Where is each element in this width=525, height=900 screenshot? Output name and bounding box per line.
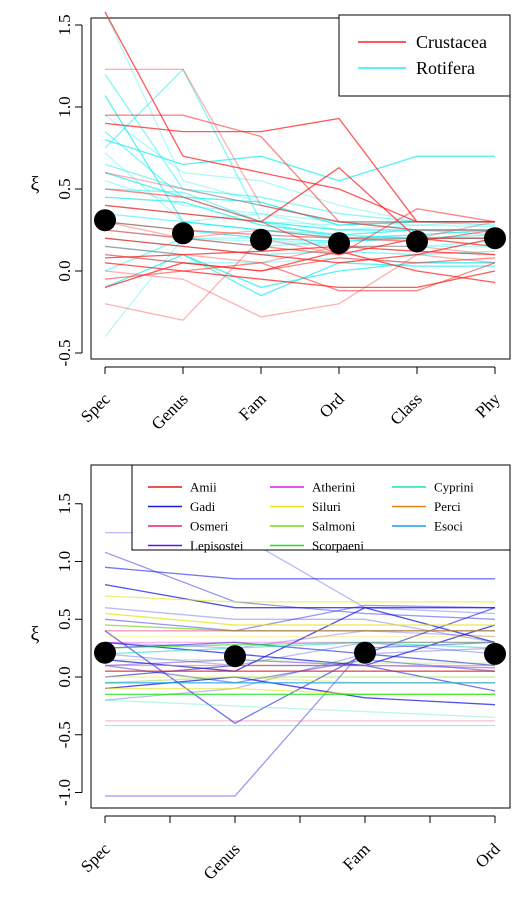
- y-tick-label: 0.5: [55, 178, 74, 199]
- series-line: [104, 624, 495, 632]
- traces-bottom: [94, 531, 506, 797]
- y-axis-top: -0.5 0.0 0.5 1.0 1.5: [55, 14, 83, 367]
- series-line: [105, 68, 495, 231]
- legend-label: Osmeri: [190, 519, 229, 534]
- plot-frame-top: [90, 17, 511, 360]
- legend-label: Esoci: [434, 519, 463, 534]
- legend-box-bottom: [131, 464, 511, 551]
- mean-point: [94, 209, 116, 232]
- series-line: [104, 641, 496, 667]
- legend-label: Atherini: [312, 480, 356, 495]
- x-tick-label: Ord: [316, 389, 348, 421]
- series-line: [105, 687, 495, 695]
- series-line: [105, 659, 495, 664]
- mean-point: [484, 642, 506, 665]
- mean-point: [354, 641, 376, 664]
- legend-label: Crustacea: [416, 32, 487, 52]
- x-tick-label: Ord: [472, 839, 504, 871]
- series-line: [104, 604, 496, 632]
- series-line: [104, 583, 495, 609]
- x-tick-label: Genus: [200, 839, 244, 883]
- legend-label: Lepisostei: [190, 538, 244, 553]
- y-tick-label: 0.5: [55, 609, 74, 630]
- mean-point: [406, 230, 428, 253]
- series-line: [104, 73, 496, 226]
- panel-top: -0.5 0.0 0.5 1.0 1.5 Spec Genus Fam Ord Class Phy…: [31, 11, 511, 434]
- series-line: [104, 196, 495, 236]
- series-line: [104, 245, 496, 259]
- y-tick-label: 1.0: [55, 96, 74, 117]
- series-line: [104, 250, 496, 289]
- y-tick-label: 1.5: [55, 14, 74, 35]
- series-line: [104, 659, 496, 669]
- y-tick-label: 1.5: [55, 493, 74, 514]
- y-tick-label: 0.0: [55, 260, 74, 281]
- y-tick-label: -0.5: [55, 340, 74, 367]
- panel-bottom: -1.0 -0.5 0.0 0.5 1.0 1.5 Spec Genus Fam Ord ξ A…: [31, 464, 511, 884]
- y-tick-label: 0.0: [55, 666, 74, 687]
- series-line: [104, 647, 496, 701]
- series-line: [104, 676, 495, 684]
- legend-box-top: [338, 14, 511, 97]
- mean-point: [172, 222, 194, 245]
- x-axis-bottom: Spec Genus Fam Ord: [77, 815, 504, 884]
- series-line: [104, 95, 496, 239]
- legend-label: Amii: [190, 480, 217, 495]
- series-line: [104, 152, 496, 226]
- legend-label: Perci: [434, 499, 461, 514]
- legend-label: Salmoni: [312, 519, 356, 534]
- legend-label: Rotifera: [416, 58, 475, 78]
- mean-point: [94, 641, 116, 664]
- y-axis-label-bottom: ξ: [31, 623, 40, 645]
- x-tick-label: Fam: [339, 839, 374, 874]
- x-tick-label: Spec: [77, 839, 114, 876]
- series-line: [104, 262, 496, 292]
- series-line: [104, 551, 496, 620]
- series-line: [104, 566, 495, 580]
- mean-point: [224, 645, 246, 668]
- series-line: [104, 253, 496, 318]
- series-line: [104, 253, 495, 289]
- y-tick-label: -1.0: [55, 779, 74, 806]
- traces-top: [94, 11, 506, 338]
- series-line: [104, 221, 496, 239]
- series-line: [104, 221, 496, 243]
- legend-label: Scorpaeni: [312, 538, 364, 553]
- series-line: [104, 262, 496, 289]
- series-line: [104, 166, 495, 239]
- series-line: [104, 641, 495, 649]
- legend-top: Crustacea Rotifera: [338, 14, 511, 97]
- series-line: [104, 595, 495, 603]
- series-line: [104, 699, 496, 719]
- mean-point: [250, 228, 272, 251]
- x-tick-label: Genus: [148, 389, 192, 433]
- x-tick-label: Spec: [77, 389, 114, 426]
- y-axis-label-top: ξ: [31, 173, 40, 195]
- y-tick-label: 1.0: [55, 551, 74, 572]
- legend-bottom: Amii Gadi Osmeri Lepisostei Atherini Siluri Sa…: [131, 464, 511, 553]
- legend-label: Siluri: [312, 499, 341, 514]
- mean-point: [328, 232, 350, 255]
- x-tick-label: Class: [386, 389, 425, 428]
- series-line: [104, 139, 495, 182]
- series-line: [104, 641, 496, 667]
- legend-label: Gadi: [190, 499, 216, 514]
- series-line: [104, 68, 495, 231]
- series-line: [104, 117, 495, 223]
- series-line: [104, 641, 496, 655]
- series-line: [104, 630, 496, 649]
- x-axis-top: Spec Genus Fam Ord Class Phy: [77, 366, 504, 434]
- x-tick-label: Phy: [472, 389, 504, 421]
- y-tick-label: -0.5: [55, 721, 74, 748]
- series-line: [104, 612, 495, 626]
- x-tick-label: Fam: [235, 389, 270, 424]
- series-line: [104, 245, 496, 264]
- legend-label: Cyprini: [434, 480, 474, 495]
- series-line: [104, 188, 496, 256]
- y-axis-bottom: -1.0 -0.5 0.0 0.5 1.0 1.5: [55, 493, 83, 806]
- series-line: [104, 253, 496, 272]
- mean-point: [484, 227, 506, 250]
- series-line: [104, 171, 495, 231]
